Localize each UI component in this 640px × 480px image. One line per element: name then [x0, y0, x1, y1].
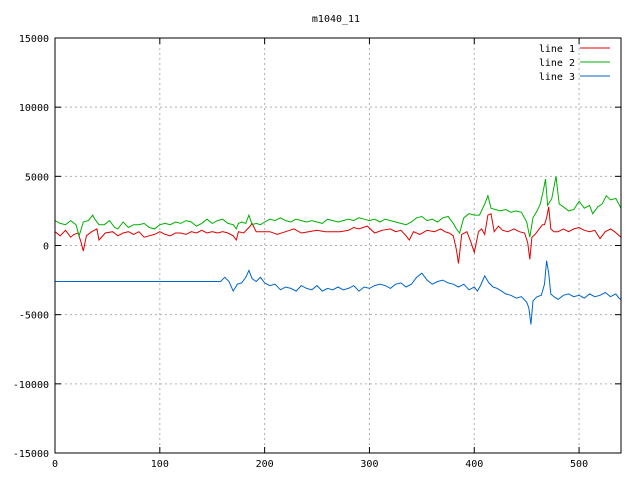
x-tick-label: 100: [151, 459, 169, 470]
legend-label-3: line 3: [539, 72, 575, 83]
legend-label-1: line 1: [539, 44, 575, 55]
series-line-3: [55, 260, 622, 325]
chart-title: m1040_11: [312, 14, 360, 25]
series-line-2: [54, 176, 622, 238]
x-tick-label: 200: [256, 459, 274, 470]
legend: line 1 line 2 line 3: [539, 44, 610, 83]
x-tick-label: 500: [570, 459, 588, 470]
gridlines: [55, 38, 621, 453]
series-line-1: [54, 206, 622, 264]
y-tick-label: 0: [43, 242, 49, 253]
x-axis: 0 100 200 300 400 500: [52, 38, 588, 470]
y-tick-label: 5000: [25, 172, 49, 183]
x-tick-label: 300: [360, 459, 378, 470]
y-tick-label: -5000: [19, 311, 49, 322]
x-tick-label: 0: [52, 459, 58, 470]
y-tick-label: 15000: [19, 34, 49, 45]
series-lines: [54, 176, 622, 325]
y-tick-label: -10000: [13, 380, 49, 391]
y-tick-label: -15000: [13, 449, 49, 460]
y-axis: -15000 -10000 -5000 0 5000 10000 15000: [13, 34, 621, 460]
legend-label-2: line 2: [539, 58, 575, 69]
y-tick-label: 10000: [19, 103, 49, 114]
x-tick-label: 400: [465, 459, 483, 470]
